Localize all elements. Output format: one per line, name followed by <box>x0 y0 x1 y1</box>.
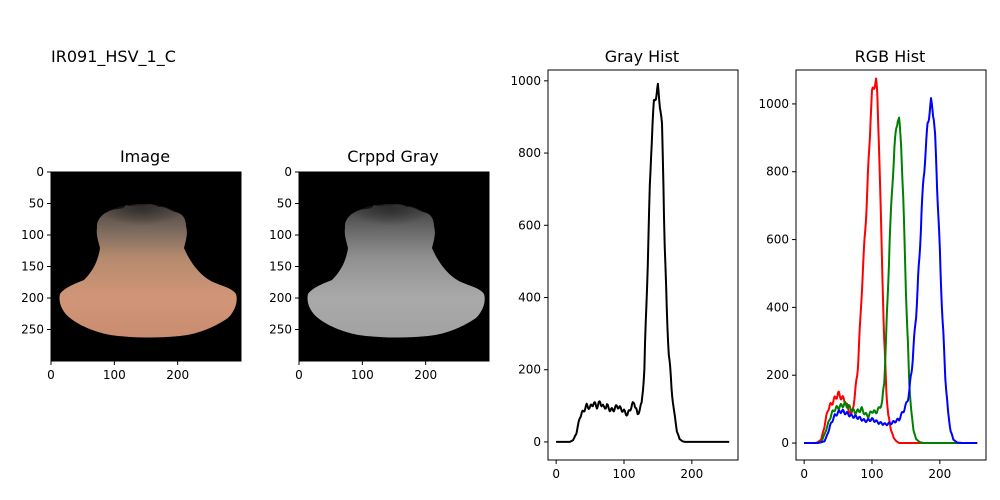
rgb-hist-ytick-label: 600 <box>766 233 789 247</box>
gray-hist-series-line-0 <box>555 82 730 443</box>
image-panel-title: Image <box>120 147 170 166</box>
figure-suptitle: IR091_HSV_1_C <box>51 47 176 66</box>
rgb-hist-xtick-label: 100 <box>861 467 884 481</box>
crppd-gray-xtick-label: 0 <box>295 368 303 382</box>
rgb-hist-axes-frame <box>795 69 987 461</box>
gray-hist-title: Gray Hist <box>605 47 679 66</box>
specimen-dark-cap <box>100 204 184 240</box>
gray-hist-plot: 0 100 200 0 200 400 600 800 1000 <box>510 69 739 481</box>
gray-hist-ytick-label: 800 <box>518 146 541 160</box>
crppd-gray-xtick-label: 100 <box>351 368 374 382</box>
rgb-hist-series-line-2 <box>803 97 978 444</box>
specimen-color-shape <box>59 204 237 338</box>
crppd-gray-panel-title: Crppd Gray <box>347 147 439 166</box>
image-ytick-label: 250 <box>21 323 44 337</box>
image-panel-plot <box>50 171 242 362</box>
image-ytick-label: 0 <box>36 165 44 179</box>
rgb-hist-plot: 0 100 200 0 200 400 600 800 1000 <box>758 69 987 481</box>
crppd-gray-ytick-label: 200 <box>269 291 292 305</box>
gray-hist-xtick-label: 0 <box>552 467 560 481</box>
gray-hist-xtick-label: 100 <box>613 467 636 481</box>
crppd-gray-xtick-label: 200 <box>414 368 437 382</box>
rgb-hist-ytick-label: 400 <box>766 300 789 314</box>
rgb-hist-ytick-label: 200 <box>766 368 789 382</box>
rgb-hist-ytick-label: 800 <box>766 165 789 179</box>
gray-hist-ytick-label: 0 <box>533 435 541 449</box>
crppd-gray-ytick-label: 50 <box>277 197 292 211</box>
rgb-hist-ytick-label: 1000 <box>758 97 789 111</box>
rgb-hist-ytick-label: 0 <box>781 436 789 450</box>
image-ytick-label: 150 <box>21 260 44 274</box>
rgb-hist-title: RGB Hist <box>855 47 926 66</box>
rgb-hist-xtick-label: 0 <box>800 467 808 481</box>
rgb-hist-series-line-1 <box>803 116 978 444</box>
gray-hist-ytick-label: 1000 <box>510 74 541 88</box>
crppd-gray-panel-plot <box>298 171 490 362</box>
crppd-gray-ytick-label: 150 <box>269 260 292 274</box>
image-ytick-label: 100 <box>21 228 44 242</box>
rgb-hist-series-line-0 <box>803 77 978 444</box>
gray-hist-axes-frame <box>547 69 739 461</box>
image-panel-ticks: 0 100 200 0 50 100 150 200 250 <box>21 165 189 382</box>
image-xtick-label: 100 <box>103 368 126 382</box>
crppd-gray-ytick-label: 250 <box>269 323 292 337</box>
gray-hist-ytick-label: 400 <box>518 291 541 305</box>
image-xtick-label: 200 <box>166 368 189 382</box>
gray-hist-ytick-label: 600 <box>518 218 541 232</box>
image-ytick-label: 200 <box>21 291 44 305</box>
image-xtick-label: 0 <box>47 368 55 382</box>
specimen-gray-cap <box>348 204 432 240</box>
rgb-hist-xtick-label: 200 <box>928 467 951 481</box>
specimen-gray-shape <box>307 204 485 338</box>
image-ytick-label: 50 <box>29 197 44 211</box>
gray-hist-ytick-label: 200 <box>518 363 541 377</box>
crppd-gray-ytick-label: 0 <box>284 165 292 179</box>
crppd-gray-ytick-label: 100 <box>269 228 292 242</box>
crppd-gray-panel-ticks: 0 100 200 0 50 100 150 200 250 <box>269 165 437 382</box>
gray-hist-xtick-label: 200 <box>680 467 703 481</box>
